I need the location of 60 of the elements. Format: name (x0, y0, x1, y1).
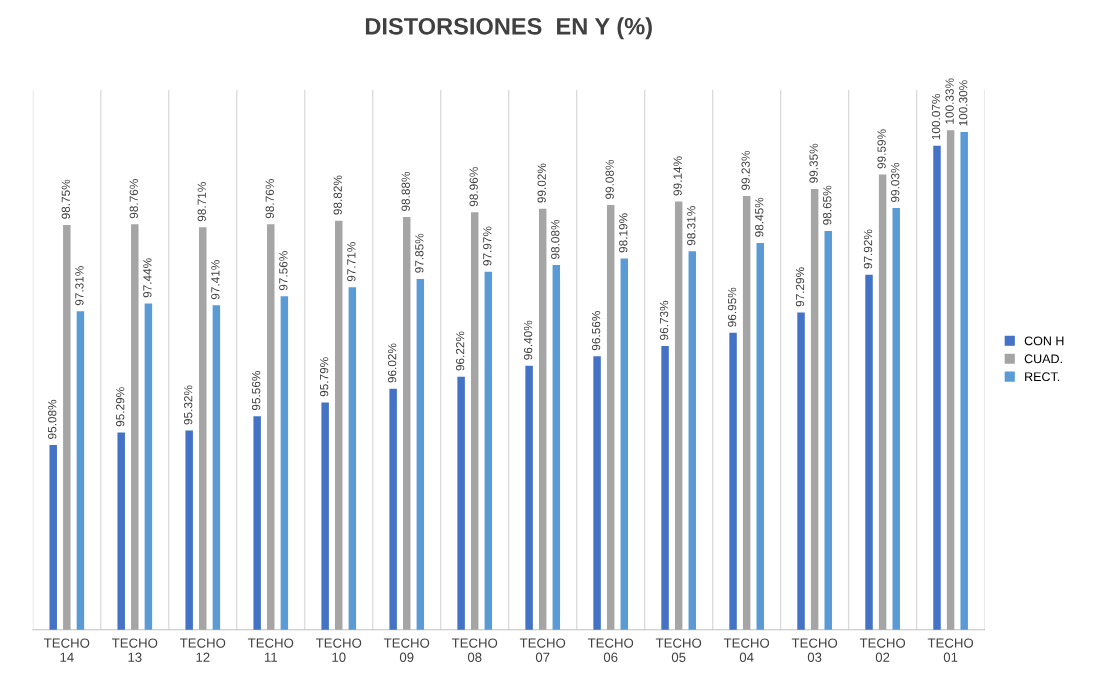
data-label: 99.59% (877, 129, 886, 169)
x-tick-label: TECHO 03 (791, 638, 838, 662)
data-label: 96.73% (659, 300, 669, 340)
x-tick-label: TECHO 02 (859, 638, 906, 662)
legend-label: CON H (1024, 336, 1064, 346)
data-label: 95.79% (319, 357, 329, 397)
data-label: 98.19% (619, 213, 628, 253)
data-label: 96.56% (591, 311, 601, 351)
data-label: 99.02% (537, 163, 546, 203)
data-label: 96.22% (455, 331, 465, 371)
data-label: 98.45% (755, 197, 764, 237)
x-tick-label: TECHO 05 (655, 638, 702, 662)
data-label: 98.75% (61, 179, 70, 219)
legend-label: CUAD. (1024, 354, 1062, 364)
data-label: 97.56% (279, 251, 288, 291)
chart-title: DISTORSIONES EN Y (%) (365, 17, 652, 40)
data-label: 98.82% (333, 175, 342, 215)
data-label: 97.97% (483, 226, 492, 266)
x-tick-label: TECHO 14 (44, 638, 90, 662)
x-tick-label: TECHO 04 (723, 638, 770, 662)
data-label: 98.65% (823, 185, 832, 225)
data-label: 99.08% (605, 159, 614, 199)
x-tick-label: TECHO 10 (315, 638, 362, 662)
data-label: 99.03% (891, 162, 900, 202)
data-label: 98.31% (687, 206, 696, 246)
data-label: 98.88% (401, 171, 410, 211)
data-label: 97.44% (143, 258, 152, 298)
x-tick-label: TECHO 07 (519, 638, 566, 662)
data-label: 96.40% (523, 320, 533, 360)
x-tick-label: TECHO 12 (179, 638, 226, 662)
data-label: 98.76% (129, 179, 138, 219)
data-label: 95.08% (48, 399, 57, 439)
data-label: 95.32% (183, 385, 193, 425)
data-label: 97.31% (75, 266, 84, 306)
data-label: 96.95% (727, 287, 737, 327)
data-label: 97.71% (347, 242, 356, 282)
data-label: 99.14% (673, 156, 682, 196)
data-label: 98.08% (551, 219, 560, 259)
data-label: 99.35% (809, 143, 818, 183)
x-tick-label: TECHO 06 (587, 638, 634, 662)
x-tick-label: TECHO 08 (451, 638, 498, 662)
x-tick-label: TECHO 01 (927, 638, 974, 662)
data-label: 98.71% (197, 182, 206, 222)
data-label: 99.23% (741, 150, 750, 190)
data-label: 100.07% (931, 93, 941, 140)
data-label: 97.29% (795, 267, 805, 307)
data-label: 97.41% (211, 260, 220, 300)
data-label: 95.29% (116, 387, 125, 427)
data-label: 98.96% (469, 167, 478, 207)
legend-label: RECT. (1025, 372, 1060, 382)
data-label: 100.30% (959, 80, 968, 126)
data-label: 95.56% (251, 371, 261, 411)
x-tick-label: TECHO 09 (383, 638, 430, 662)
data-label: 98.76% (265, 179, 274, 219)
data-label: 97.85% (415, 233, 424, 273)
x-tick-label: TECHO 11 (247, 638, 294, 662)
x-tick-label: TECHO 13 (112, 638, 158, 662)
data-label: 97.92% (863, 229, 873, 269)
data-label: 96.02% (387, 343, 397, 383)
data-label: 100.33% (945, 78, 954, 124)
